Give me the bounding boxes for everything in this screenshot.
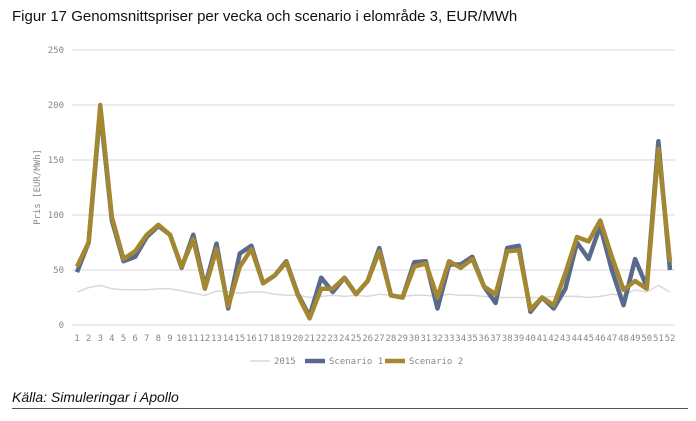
x-tick-label: 20 [292,334,303,344]
x-tick-label: 27 [374,334,385,344]
x-tick-label: 50 [641,334,652,344]
x-tick-label: 36 [479,334,490,344]
x-tick-label: 43 [560,334,571,344]
x-tick-label: 30 [409,334,420,344]
x-tick-label: 26 [362,334,373,344]
x-tick-label: 28 [386,334,397,344]
x-tick-label: 42 [548,334,559,344]
x-tick-label: 1 [74,334,79,344]
x-tick-label: 49 [630,334,641,344]
x-tick-label: 32 [432,334,443,344]
x-tick-label: 13 [211,334,222,344]
x-tick-label: 14 [223,334,234,344]
x-tick-label: 5 [121,334,126,344]
x-tick-label: 51 [653,334,664,344]
x-tick-label: 23 [327,334,338,344]
y-axis-label: Pris [EUR/MWh] [33,149,43,225]
x-tick-label: 19 [281,334,292,344]
x-tick-label: 41 [537,334,548,344]
y-tick-label: 150 [48,156,64,166]
x-tick-label: 24 [339,334,350,344]
figure-title: Figur 17 Genomsnittspriser per vecka och… [12,8,518,25]
x-tick-label: 40 [525,334,536,344]
x-tick-label: 45 [583,334,594,344]
x-tick-label: 29 [397,334,408,344]
x-tick-label: 47 [606,334,617,344]
divider-line [12,408,688,409]
y-tick-label: 50 [53,266,64,276]
x-tick-label: 22 [316,334,327,344]
series-line-2015 [76,284,671,299]
x-tick-label: 34 [455,334,466,344]
y-tick-label: 100 [48,211,64,221]
x-tick-label: 35 [467,334,478,344]
y-tick-label: 200 [48,101,64,111]
x-tick-label: 11 [188,334,199,344]
x-tick-label: 16 [246,334,257,344]
y-tick-label: 0 [59,321,64,331]
x-tick-label: 48 [618,334,629,344]
x-tick-label: 3 [98,334,103,344]
legend-label: 2015 [274,357,296,367]
x-tick-label: 4 [109,334,114,344]
x-tick-label: 9 [167,334,172,344]
x-tick-label: 37 [490,334,501,344]
x-tick-label: 7 [144,334,149,344]
x-tick-label: 12 [199,334,210,344]
x-tick-label: 31 [420,334,431,344]
x-tick-label: 46 [595,334,606,344]
x-tick-label: 2 [86,334,91,344]
x-tick-label: 38 [502,334,513,344]
x-tick-label: 17 [258,334,269,344]
y-tick-label: 250 [48,46,64,56]
x-tick-label: 8 [156,334,161,344]
x-tick-label: 25 [351,334,362,344]
x-tick-label: 18 [269,334,280,344]
legend-label: Scenario 1 [329,357,383,367]
x-tick-label: 44 [572,334,583,344]
series-line-scenario-1 [74,108,673,319]
x-tick-label: 21 [304,334,315,344]
source-note: Källa: Simuleringar i Apollo [12,389,179,405]
x-tick-label: 52 [665,334,676,344]
x-tick-label: 33 [444,334,455,344]
legend-label: Scenario 2 [409,357,463,367]
x-tick-label: 39 [513,334,524,344]
x-tick-label: 10 [176,334,187,344]
series-line-scenario-2 [74,102,673,321]
x-tick-label: 6 [132,334,137,344]
x-tick-label: 15 [234,334,245,344]
